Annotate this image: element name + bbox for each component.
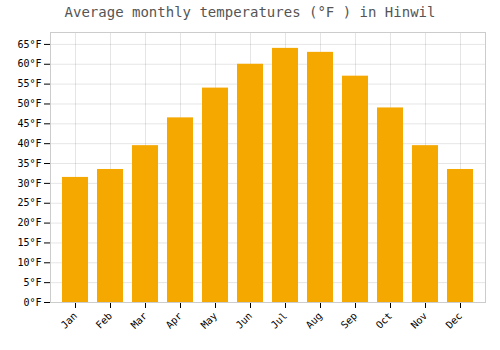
svg-text:65°F: 65°F bbox=[17, 39, 41, 50]
svg-text:Jul: Jul bbox=[269, 310, 290, 331]
svg-text:Nov: Nov bbox=[409, 310, 430, 331]
svg-text:Dec: Dec bbox=[444, 310, 465, 331]
svg-text:20°F: 20°F bbox=[17, 217, 41, 228]
svg-text:0°F: 0°F bbox=[23, 297, 41, 308]
svg-text:Oct: Oct bbox=[374, 310, 395, 331]
svg-text:40°F: 40°F bbox=[17, 138, 41, 149]
svg-text:Apr: Apr bbox=[164, 310, 185, 331]
svg-text:55°F: 55°F bbox=[17, 78, 41, 89]
html-text:Average monthly temperatures (: Average monthly temperatures (°F ) in Hi… bbox=[64, 4, 436, 20]
svg-text:Sep: Sep bbox=[339, 310, 360, 331]
svg-text:45°F: 45°F bbox=[17, 118, 41, 129]
svg-text:60°F: 60°F bbox=[17, 58, 41, 69]
svg-text:Mar: Mar bbox=[129, 310, 150, 331]
svg-text:10°F: 10°F bbox=[17, 257, 41, 268]
svg-text:Feb: Feb bbox=[94, 310, 115, 331]
svg-text:5°F: 5°F bbox=[23, 277, 41, 288]
svg-text:Jan: Jan bbox=[59, 310, 80, 331]
svg-text:50°F: 50°F bbox=[17, 98, 41, 109]
svg-text:35°F: 35°F bbox=[17, 158, 41, 169]
svg-text:30°F: 30°F bbox=[17, 178, 41, 189]
svg-text:25°F: 25°F bbox=[17, 197, 41, 208]
svg-text:May: May bbox=[199, 310, 220, 331]
svg-text:Jun: Jun bbox=[234, 310, 255, 331]
svg-text:15°F: 15°F bbox=[17, 237, 41, 248]
svg-text:Aug: Aug bbox=[304, 310, 325, 331]
